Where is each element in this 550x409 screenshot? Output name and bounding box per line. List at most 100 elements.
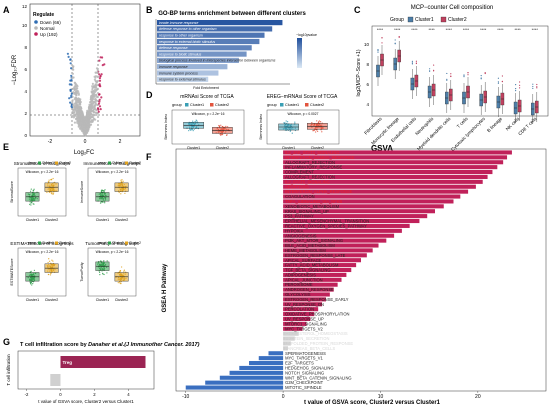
volcano-point	[89, 123, 92, 126]
volcano-point	[93, 114, 96, 117]
mcp-significance: ****	[394, 27, 401, 32]
subplot-point	[284, 122, 286, 124]
volcano-point	[96, 69, 99, 72]
volcano-point	[86, 127, 89, 130]
gobp-bar	[157, 64, 228, 70]
subplot-title: StromalScore of Subgroups	[14, 161, 71, 166]
gsva-bar	[283, 228, 402, 233]
subplot-stat: Wilcoxon, p = 2.2e−16	[192, 112, 225, 116]
mcp-legend-cluster1: Cluster1	[415, 17, 434, 23]
subplot-point	[103, 260, 105, 262]
volcano-point	[91, 114, 94, 117]
volcano-point	[94, 84, 97, 87]
volcano-point	[75, 84, 78, 87]
subplot-point	[119, 270, 122, 272]
volcano-point	[94, 71, 97, 74]
e-legend-swatch	[38, 161, 41, 165]
panel-c-letter: C	[354, 5, 361, 15]
mcp-significance: ****	[463, 27, 470, 32]
subplot-point	[189, 128, 191, 130]
volcano-point	[98, 79, 102, 82]
gsva-bar	[283, 341, 291, 346]
legend-up-label: Up (192)	[40, 32, 58, 37]
subplot-point	[124, 192, 126, 195]
mcp-significance: ****	[497, 27, 504, 32]
g-bar	[50, 374, 61, 386]
gsva-pathway-label: PEROXISOME	[285, 282, 313, 287]
subplot-point	[221, 126, 224, 128]
volcano-point	[85, 117, 88, 120]
mcp-outlier	[501, 75, 503, 77]
mcp-outlier	[484, 72, 486, 74]
mcp-xtick-label: Myeloid dendritic cells	[416, 116, 452, 152]
subplot-point	[30, 188, 32, 190]
volcano-point	[78, 127, 82, 130]
subplot-point	[225, 125, 227, 128]
gobp-term-label: response to external biotic stimulus	[159, 40, 215, 44]
subplot-point	[48, 258, 50, 260]
e-legend-swatch	[108, 241, 111, 245]
g-bars: Treg CD8+ T cell -2 0 2 4	[17, 350, 155, 397]
gsva-pathway-label: ANDROGEN_RESPONSE	[285, 287, 334, 292]
g-title-prefix: T cell infiltration score by	[20, 342, 88, 348]
subplot-point	[291, 132, 293, 134]
g-bar-label: Treg	[63, 360, 73, 365]
subplot-point	[321, 131, 323, 133]
gobp-bar	[157, 45, 252, 51]
gsva-pathway-label: E2F_TARGETS	[285, 361, 314, 366]
volcano-ytick: 4	[24, 89, 27, 94]
e-legend-c1: Cluster1	[112, 241, 124, 245]
gsva-bar	[283, 287, 334, 292]
subplot-point	[220, 134, 222, 136]
volcano-point	[79, 98, 82, 101]
e-legend-swatch	[125, 161, 128, 165]
gsva-pathway-label: ESTROGEN_RESPONSE_EARLY	[285, 297, 349, 302]
volcano-ytick: 10	[22, 23, 28, 28]
e-legend-c1: Cluster1	[42, 241, 54, 245]
subplot-xtick: Cluster2	[216, 146, 229, 150]
subplot-point	[319, 121, 322, 123]
subplot-point	[99, 273, 101, 276]
volcano-point	[90, 116, 93, 119]
gsva-bar	[283, 331, 299, 336]
volcano-point	[76, 120, 79, 123]
gsva-xtick: 0	[282, 394, 285, 400]
mcp-outlier	[497, 81, 499, 83]
volcano-points	[66, 52, 106, 137]
volcano-point	[100, 96, 103, 99]
panel-e-letter: E	[3, 142, 9, 152]
gobp-title: GO-BP terms enrichment between different…	[158, 11, 306, 17]
gsva-bar	[283, 267, 352, 273]
mcp-ytick: 6	[366, 82, 369, 87]
volcano-point	[78, 103, 81, 106]
mcp-xtick-label: Cytotoxic lymphocytes	[450, 116, 486, 152]
subplot-point	[117, 281, 119, 284]
subplot-point	[32, 281, 35, 283]
d-group-label-1: group	[172, 103, 182, 107]
subplot-point	[52, 192, 55, 194]
volcano-point	[77, 93, 80, 96]
panel-g-letter: G	[3, 337, 10, 347]
gsva-pathway-label: APICAL_JUNCTION	[285, 277, 323, 282]
gsva-bar	[283, 155, 508, 160]
gsva-bar	[283, 277, 342, 282]
g-ylabel: T cell infiltration	[6, 354, 11, 386]
gsva-bar	[283, 336, 295, 341]
subplot-point	[221, 133, 224, 135]
gsva-bar	[283, 184, 476, 189]
subplot-point	[48, 260, 51, 262]
subplot-xtick: Cluster1	[96, 298, 109, 302]
subplot-point	[51, 191, 53, 194]
gsva-pathway-label: XENOBIOTIC_METABOLISM	[285, 204, 340, 209]
gobp-bar	[157, 20, 283, 26]
subplot-xtick: Cluster1	[26, 298, 39, 302]
mcp-outlier	[519, 81, 521, 83]
volcano-point	[98, 83, 101, 86]
panel-b: B GO-BP terms enrichment between differe…	[146, 5, 317, 90]
mcp-legend-cluster1-swatch	[407, 16, 414, 23]
volcano-point	[69, 58, 72, 61]
mcp-outlier	[532, 85, 534, 88]
mcp-outlier	[377, 49, 379, 52]
volcano-point	[98, 73, 101, 76]
e-legend-c2: Cluster2	[129, 161, 141, 165]
